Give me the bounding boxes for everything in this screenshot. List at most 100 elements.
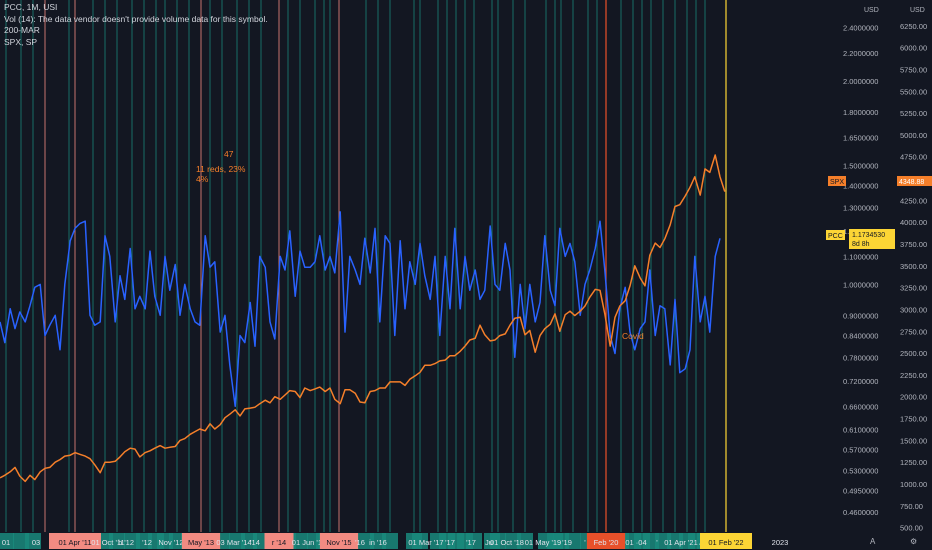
time-axis-highlight — [181, 533, 221, 549]
time-tick-label: Nov '15 — [326, 538, 351, 547]
left-tick-label: 0.4600000 — [843, 508, 878, 517]
left-tick-label: 1.6500000 — [843, 133, 878, 142]
settings-icon[interactable]: ⚙ — [910, 537, 917, 546]
time-tick-label: in '16 — [369, 538, 387, 547]
time-axis-highlight — [319, 533, 359, 549]
time-tick-label: 03 Mar '14 — [216, 538, 251, 547]
left-tick-label: 1.3000000 — [843, 203, 878, 212]
time-axis-marker-band — [109, 533, 125, 549]
right-tick-label: 750.00 — [900, 502, 923, 511]
legend-ma-line[interactable]: 200-MAR — [4, 25, 40, 35]
right-tick-label: 1250.00 — [900, 458, 927, 467]
time-tick-label: '14 — [250, 538, 260, 547]
left-tick-label: 0.5300000 — [843, 467, 878, 476]
right-tick-label: 2500.00 — [900, 349, 927, 358]
auto-scale-icon[interactable]: A — [870, 537, 876, 546]
left-tick-label: 0.8400000 — [843, 332, 878, 341]
right-tick-label: 3250.00 — [900, 284, 927, 293]
time-tick-label: 01 Oct '18 — [490, 538, 524, 547]
time-tick-label: 01 Apr '11 — [59, 538, 92, 547]
time-tick-label: ' — [656, 538, 658, 547]
time-axis-marker-band — [25, 533, 41, 549]
left-tick-label: 0.6600000 — [843, 402, 878, 411]
time-axis-highlight — [700, 533, 752, 549]
right-tick-label: 5500.00 — [900, 87, 927, 96]
left-tick-label: 2.4000000 — [843, 23, 878, 32]
series-layer — [0, 154, 726, 483]
time-axis-marker-band — [565, 533, 581, 549]
time-tick-label: ' — [584, 538, 586, 547]
left-tick-label: 0.4950000 — [843, 487, 878, 496]
right-tick-label: 3500.00 — [900, 262, 927, 271]
legend-symbol-line[interactable]: PCC, 1M, USI — [4, 2, 58, 12]
legend-volume-line[interactable]: Vol (14): The data vendor doesn't provid… — [4, 13, 268, 24]
right-tick-label: 1500.00 — [900, 436, 927, 445]
price-tags: SPX 4348.88 PCC 1.1734530 8d 8h — [826, 176, 932, 249]
time-tick-label: 01 Oct '11 — [91, 538, 124, 547]
right-tick-label: 2750.00 — [900, 327, 927, 336]
series-line-spx — [0, 154, 726, 483]
time-tick-label: 01 Apr '21 — [664, 538, 698, 547]
time-tick-label: r '14 — [272, 538, 286, 547]
pcc-name-tag — [826, 230, 845, 240]
annotation-reds: 11 reds, 23% — [196, 164, 246, 174]
right-price-axis[interactable]: 6250.00 6000.00 5750.00 5500.00 5250.00 5000.… — [900, 22, 927, 533]
time-tick-label: 03 — [32, 538, 40, 547]
right-tick-label: 3000.00 — [900, 305, 927, 314]
time-tick-label: Ju — [485, 538, 493, 547]
spx-value-tag — [897, 176, 932, 186]
left-tick-label: 0.6100000 — [843, 425, 878, 434]
time-axis-highlight — [586, 533, 626, 549]
time-tick-label: 01 Feb '22 — [708, 538, 743, 547]
time-axis-marker-band — [490, 533, 506, 549]
spx-name-label: SPX — [830, 179, 844, 186]
time-axis[interactable]: 01 03 01 Apr '11 01 Oct '11b '12 '12 Nov '12 M… — [0, 532, 932, 550]
left-tick-label: 0.5700000 — [843, 445, 878, 454]
right-tick-label: 5250.00 — [900, 109, 927, 118]
time-tick-label: 01 Jun '15 — [292, 538, 326, 547]
time-tick-label: Nov '12 — [158, 538, 183, 547]
right-tick-label: 6000.00 — [900, 44, 927, 53]
time-tick-label: May '13 — [188, 538, 214, 547]
axis-corner-icons: A ⚙ — [870, 537, 917, 546]
annotation-covid: Covid — [622, 331, 644, 341]
left-tick-label: 1.0000000 — [843, 280, 878, 289]
time-axis-marker-band — [0, 533, 14, 549]
time-tick-label: 01 — [2, 538, 10, 547]
time-tick-label: '17 — [445, 538, 455, 547]
left-price-axis[interactable]: 2.4000000 2.2000000 2.0000000 1.8000000 1.65… — [822, 0, 932, 532]
time-tick-label: '16 — [355, 538, 365, 547]
right-tick-label: 5750.00 — [900, 65, 927, 74]
left-tick-label: 0.7800000 — [843, 353, 878, 362]
time-tick-label: Feb '20 — [594, 538, 619, 547]
time-tick-label: 01 ·04 — [625, 538, 646, 547]
time-axis-marker-band — [412, 533, 428, 549]
left-tick-label: 0.9000000 — [843, 311, 878, 320]
legend-compare-line[interactable]: SPX, SP — [4, 36, 38, 47]
series-line-pcc — [0, 211, 721, 408]
right-tick-label: 1750.00 — [900, 415, 927, 424]
time-tick-label: 01 May '19 — [525, 538, 561, 547]
right-tick-label: 4250.00 — [900, 196, 927, 205]
time-tick-label: '17 — [466, 538, 476, 547]
spx-name-tag — [828, 176, 846, 186]
time-tick-label: '19 — [562, 538, 572, 547]
left-tick-label: 1.5000000 — [843, 161, 878, 170]
left-tick-label: 1.1000000 — [843, 252, 878, 261]
time-axis-highlight — [49, 533, 101, 549]
time-axis-marker-band — [466, 533, 482, 549]
left-tick-label: 0.7200000 — [843, 377, 878, 386]
time-axis-marker-band — [517, 533, 533, 549]
pcc-name-label: PCC — [828, 233, 843, 240]
annotation-count: 47 — [224, 149, 234, 159]
left-tick-label: 1.4000000 — [843, 182, 878, 191]
right-tick-label: 2250.00 — [900, 371, 927, 380]
left-tick-label: 2.0000000 — [843, 77, 878, 86]
pcc-value-tag — [849, 229, 895, 249]
time-tick-label: 2023 — [772, 538, 789, 547]
time-tick-label: b '12 — [118, 538, 134, 547]
pcc-countdown-label: 8d 8h — [852, 241, 870, 248]
annotations: 47 11 reds, 23% 4% Covid — [196, 149, 644, 341]
